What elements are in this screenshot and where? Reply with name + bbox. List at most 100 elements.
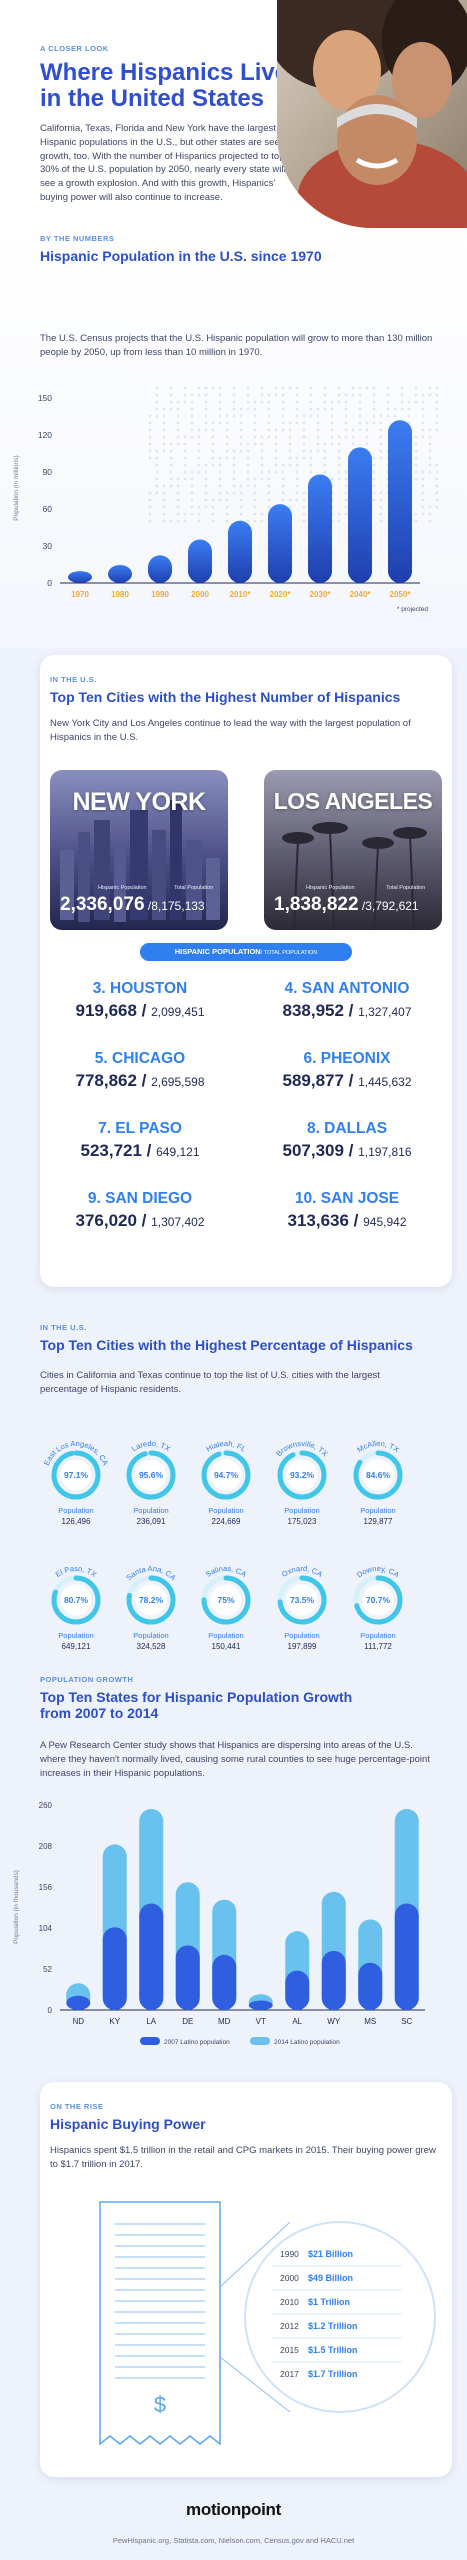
sources-text: PewHispanic.org, Statista.com, Nielson.c…: [112, 2536, 355, 2545]
y-tick-label: 90: [43, 467, 53, 477]
buying-value: $1 Trillion: [308, 2297, 350, 2307]
buying-title: Hispanic Buying Power: [50, 2116, 206, 2132]
buying-kicker: ON THE RISE: [50, 2102, 104, 2111]
ring-progress: [51, 1450, 101, 1500]
growth-bar-chart: Population (in thousands) 0 52 104 156 208 260…: [13, 1801, 425, 2046]
ring-progress: [126, 1450, 176, 1500]
y-tick-label: 208: [39, 1842, 53, 1851]
city-item-pheonix: 6. PHEONIX 589,877 / 1,445,632: [252, 1050, 442, 1091]
percentage-item: 94.7% Hialeah, FL Population 224,669: [201, 1439, 251, 1526]
x-tick-label: 2050*: [390, 590, 412, 599]
ring-progress: [126, 1575, 176, 1625]
city-total: 2,099,451: [151, 1005, 205, 1019]
ring-pop-label: Population: [208, 1506, 243, 1515]
buying-value: $1.2 Trillion: [308, 2321, 358, 2331]
buying-value: $1.7 Trillion: [308, 2369, 358, 2379]
percentage-kicker: IN THE U.S.: [40, 1323, 87, 1332]
city-item-san-jose: 10. SAN JOSE 313,636 / 945,942: [252, 1190, 442, 1231]
ring-pop-label: Population: [133, 1506, 168, 1515]
y-tick-label: 0: [48, 2006, 53, 2015]
population-kicker: BY THE NUMBERS: [40, 234, 115, 243]
los-angeles-total-label: Total Population: [386, 885, 426, 891]
bar-2007-SC: [394, 1903, 419, 2010]
buying-year: 2015: [280, 2345, 299, 2355]
bar-2050*: [388, 420, 412, 583]
ring-pop-label: Population: [360, 1506, 395, 1515]
city-name: 3. HOUSTON: [92, 980, 188, 997]
los-angeles-total: 3,792,621: [365, 899, 419, 913]
bar-2007-DE: [175, 1945, 200, 2010]
growth-body: A Pew Research Center study shows that H…: [40, 1740, 430, 1779]
ring-percent: 97.1%: [64, 1470, 89, 1480]
population-title: Hispanic Population in the U.S. since 19…: [40, 248, 322, 264]
city-hisp: 507,309: [282, 1141, 344, 1160]
ring-pop-value: 175,023: [288, 1517, 317, 1526]
ring-pop-value: 126,496: [62, 1517, 91, 1526]
city-name: 10. SAN JOSE: [294, 1190, 400, 1207]
city-hisp: 838,952: [282, 1001, 344, 1020]
new-york-hisp-label: Hispanic Population: [98, 885, 147, 891]
y-tick-label: 52: [43, 1965, 52, 1974]
x-tick-label: ND: [72, 2017, 84, 2026]
ring-percent: 73.5%: [290, 1595, 315, 1605]
buying-year: 2012: [280, 2321, 299, 2331]
x-tick-label: LA: [146, 2017, 156, 2026]
ring-percent: 75%: [217, 1595, 234, 1605]
city-item-san-antonio: 4. SAN ANTONIO 838,952 / 1,327,407: [252, 980, 442, 1021]
ring-pop-label: Population: [208, 1631, 243, 1640]
ring-progress: [277, 1575, 327, 1625]
x-tick-label: 2010*: [230, 590, 252, 599]
ring-pop-value: 236,091: [137, 1517, 166, 1526]
ring-progress: [201, 1450, 251, 1500]
bar-2007-ND: [66, 1995, 91, 2010]
new-york-values: 2,336,076 /8,175,133: [60, 894, 205, 915]
city-hisp: 523,721: [80, 1141, 142, 1160]
ring-percent: 94.7%: [214, 1470, 239, 1480]
ring-percent: 95.6%: [139, 1470, 164, 1480]
ring-percent: 70.7%: [366, 1595, 391, 1605]
city-name: 6. PHEONIX: [303, 1050, 391, 1067]
new-york-total: 8,175,133: [151, 899, 205, 913]
bar-2007-LA: [139, 1903, 164, 2010]
city-hisp: 778,862: [75, 1071, 137, 1090]
hero-section: A CLOSER LOOK Where Hispanics Live in th…: [0, 0, 467, 228]
percentage-item: 80.7% El Paso, TX Population 649,121: [51, 1564, 101, 1651]
hero-kicker: A CLOSER LOOK: [40, 44, 109, 53]
city-hisp: 589,877: [282, 1071, 344, 1090]
city-name: 9. SAN DIEGO: [87, 1190, 193, 1207]
buying-year: 1990: [280, 2249, 299, 2259]
city-name: 8. DALLAS: [306, 1120, 388, 1137]
ring-pop-value: 649,121: [62, 1642, 91, 1651]
x-tick-label: AL: [292, 2017, 302, 2026]
los-angeles-labels: Hispanic Population Total Population: [276, 885, 436, 891]
x-tick-label: 1970: [71, 590, 89, 599]
x-tick-label: VT: [256, 2017, 266, 2026]
new-york-hisp: 2,336,076: [60, 894, 145, 915]
population-section: BY THE NUMBERS Hispanic Population in th…: [0, 228, 467, 648]
hero-title: Where Hispanics Live in the United State…: [40, 60, 310, 112]
population-body: The U.S. Census projects that the U.S. H…: [40, 333, 433, 358]
y-tick-label: 150: [38, 393, 52, 403]
bar-2010*: [228, 520, 252, 583]
city-item-el-paso: 7. EL PASO 523,721 / 649,121: [45, 1120, 235, 1161]
bar-2007-KY: [102, 1927, 127, 2010]
ring-pop-label: Population: [284, 1506, 319, 1515]
count-kicker: IN THE U.S.: [50, 675, 97, 684]
buying-power-graphic: $1990 $21 Billion 2000 $49 Billion 2010 $1 Tr…: [99, 2201, 436, 2446]
receipt-icon: $: [99, 2201, 221, 2446]
buying-value: $1.5 Trillion: [308, 2345, 358, 2355]
city-name: 7. EL PASO: [98, 1120, 182, 1137]
bar-1970: [68, 571, 92, 583]
bar-2007-MS: [358, 1962, 383, 2010]
x-tick-label: DE: [182, 2017, 193, 2026]
city-total: 2,695,598: [151, 1075, 205, 1089]
bar-2000: [188, 539, 212, 583]
city-name: 4. SAN ANTONIO: [284, 980, 410, 997]
city-item-san-diego: 9. SAN DIEGO 376,020 / 1,307,402: [45, 1190, 235, 1231]
legend-2007-swatch: [140, 2037, 160, 2045]
city-item-dallas: 8. DALLAS 507,309 / 1,197,816: [252, 1120, 442, 1161]
